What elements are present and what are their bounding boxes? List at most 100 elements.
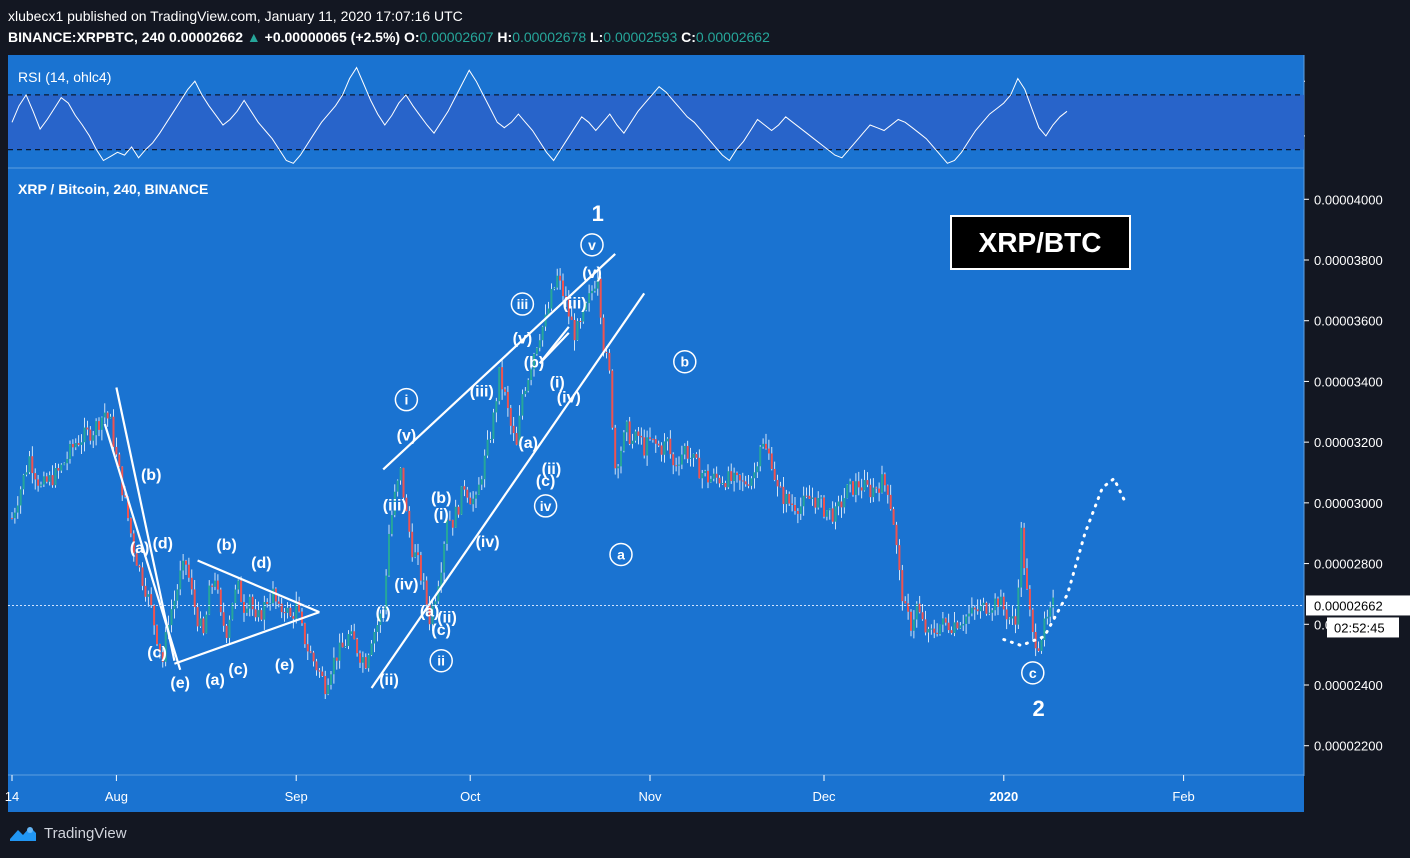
candle-body	[13, 512, 16, 519]
candle-body	[924, 619, 927, 633]
candle-body	[16, 505, 19, 513]
wave-label: (d)	[251, 555, 271, 572]
candle-body	[518, 415, 521, 445]
candle-body	[1017, 587, 1020, 625]
candle-body	[277, 601, 280, 604]
tradingview-logo-icon	[10, 827, 36, 841]
price-tick-label: 0.00003800	[1314, 253, 1383, 268]
annotations: 1v(v)iii (iii)(v)(b)(i)(iv)(iii)(a)(ii)(c…	[130, 201, 1045, 721]
candle-body	[28, 456, 31, 473]
candle-body	[715, 473, 718, 478]
price-tick-label: 0.00002800	[1314, 557, 1383, 572]
trendline	[382, 253, 616, 471]
candle-body	[373, 631, 376, 644]
symbol-name[interactable]: BINANCE:XRPBTC, 240	[8, 29, 166, 45]
candle-body	[562, 280, 564, 297]
candle-body	[646, 437, 649, 456]
candle-body	[602, 317, 605, 352]
candle-body	[962, 623, 965, 626]
candle-body	[100, 417, 103, 430]
candle-body	[109, 416, 112, 419]
candle-body	[617, 466, 620, 469]
symbol-badge-text: XRP/BTC	[979, 227, 1102, 258]
price-tick-label: 0.00002400	[1314, 678, 1383, 693]
candle-body	[1040, 640, 1043, 651]
candle-body	[34, 473, 37, 480]
candle-body	[54, 468, 57, 486]
candle-body	[274, 588, 277, 602]
candle-body	[553, 287, 556, 289]
candle-body	[295, 601, 298, 619]
candle-body	[657, 443, 660, 446]
candle-body	[31, 456, 34, 474]
tradingview-brand[interactable]: TradingView	[44, 824, 127, 842]
wave-label: (e)	[275, 657, 295, 674]
candle-body	[431, 604, 434, 625]
candle-body	[625, 421, 628, 433]
candle-body	[767, 448, 770, 454]
candle-body	[651, 438, 654, 440]
candle-body	[559, 275, 562, 281]
wave-label: (c)	[536, 473, 556, 490]
candle-body	[828, 508, 831, 511]
candle-body	[556, 275, 559, 288]
candle-body	[292, 616, 295, 619]
candle-body	[1008, 618, 1011, 620]
candle-body	[408, 510, 411, 532]
wave-label-ring	[580, 233, 604, 257]
candle-body	[228, 619, 231, 638]
candle-body	[89, 429, 92, 441]
time-tick-label: Nov	[638, 789, 662, 804]
candle-body	[318, 670, 321, 672]
candle-body	[234, 589, 237, 604]
candle-body	[796, 510, 799, 514]
candle-body	[95, 421, 98, 436]
candle-body	[1002, 596, 1005, 610]
candle-body	[799, 506, 802, 514]
price-tick-label: 0.00003600	[1314, 314, 1383, 329]
candle-body	[414, 552, 417, 558]
candle-body	[1037, 648, 1040, 651]
candle-body	[596, 278, 599, 289]
wave-label: (d)	[153, 535, 173, 552]
candle-body	[541, 326, 544, 341]
wave-label-ring	[533, 494, 558, 518]
candle-body	[773, 468, 776, 480]
candle-body	[588, 293, 591, 304]
candle-body	[718, 477, 721, 484]
candle-body	[460, 486, 463, 515]
price-tick-label: 0.00003400	[1314, 374, 1383, 389]
rsi-pane: 80.0040.00	[8, 66, 1347, 164]
wave-label: (iv)	[476, 534, 500, 551]
candle-body	[785, 493, 788, 505]
plot-background	[8, 55, 1304, 812]
candle-body	[979, 605, 982, 612]
candle-body	[216, 580, 219, 590]
candle-body	[405, 497, 408, 511]
candle-body	[817, 497, 820, 508]
candle-body	[628, 421, 631, 444]
candle-body	[622, 432, 625, 451]
candle-body	[393, 491, 396, 516]
candle-body	[327, 684, 330, 695]
high-label: H:	[497, 29, 513, 45]
candle-body	[564, 296, 567, 300]
candle-body	[434, 601, 437, 605]
candle-body	[173, 600, 176, 610]
candle-body	[269, 603, 272, 605]
candle-body	[353, 631, 356, 640]
candle-body	[379, 613, 382, 626]
candle-body	[959, 625, 962, 629]
candle-body	[193, 589, 196, 608]
candle-body	[886, 485, 889, 495]
candle-body	[475, 494, 477, 499]
candle-body	[515, 433, 518, 445]
candle-body	[219, 589, 222, 613]
candle-body	[272, 588, 274, 604]
projection-path	[1002, 476, 1128, 648]
candle-body	[895, 524, 898, 546]
candle-body	[973, 607, 976, 610]
candle-body	[106, 412, 109, 419]
candle-body	[857, 481, 860, 488]
